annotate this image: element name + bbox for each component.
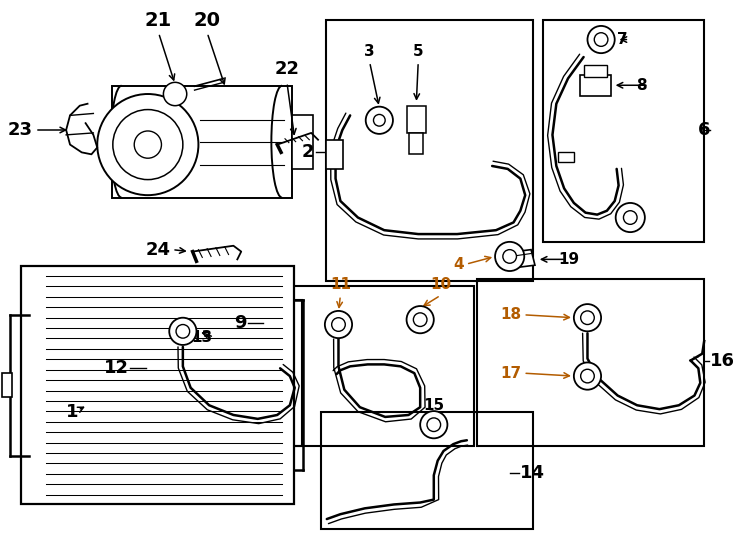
Circle shape xyxy=(574,362,601,390)
Circle shape xyxy=(366,107,393,134)
Text: 19: 19 xyxy=(559,252,580,267)
Text: 16: 16 xyxy=(710,352,734,369)
Text: 10: 10 xyxy=(430,278,451,293)
Bar xyxy=(144,300,302,446)
Circle shape xyxy=(170,318,197,345)
Bar xyxy=(542,20,704,242)
Text: 15: 15 xyxy=(424,398,444,413)
Circle shape xyxy=(595,33,608,46)
Circle shape xyxy=(98,94,198,195)
Bar xyxy=(476,279,704,446)
Bar xyxy=(326,140,344,169)
Text: 6: 6 xyxy=(697,121,710,139)
Bar xyxy=(112,86,292,198)
Text: 8: 8 xyxy=(636,78,647,93)
Circle shape xyxy=(581,369,595,383)
Circle shape xyxy=(623,211,637,224)
Text: 12: 12 xyxy=(104,359,129,377)
Text: 20: 20 xyxy=(194,11,221,30)
Bar xyxy=(407,106,426,133)
Text: 13: 13 xyxy=(191,329,212,345)
Circle shape xyxy=(407,306,434,333)
Bar xyxy=(580,75,611,96)
Bar xyxy=(559,152,574,162)
Circle shape xyxy=(427,418,440,431)
Text: 7: 7 xyxy=(619,213,631,228)
Bar xyxy=(410,133,423,154)
Circle shape xyxy=(495,242,524,271)
Circle shape xyxy=(134,131,161,158)
Bar xyxy=(326,20,533,281)
Text: 3: 3 xyxy=(364,44,375,59)
Text: 18: 18 xyxy=(500,307,521,322)
Circle shape xyxy=(587,26,614,53)
Circle shape xyxy=(413,313,427,327)
Text: 2: 2 xyxy=(302,143,314,161)
Bar xyxy=(261,286,473,446)
Bar xyxy=(292,116,313,169)
Circle shape xyxy=(420,411,448,438)
Circle shape xyxy=(176,325,189,338)
Bar xyxy=(584,65,607,77)
Bar xyxy=(321,412,533,529)
Circle shape xyxy=(374,114,385,126)
Circle shape xyxy=(113,110,183,180)
Text: 1: 1 xyxy=(66,403,79,421)
Bar xyxy=(2,373,12,396)
Circle shape xyxy=(574,304,601,332)
Circle shape xyxy=(164,82,186,106)
Circle shape xyxy=(581,311,595,325)
Text: 24: 24 xyxy=(145,241,170,259)
Circle shape xyxy=(325,311,352,338)
Polygon shape xyxy=(500,249,535,269)
Bar xyxy=(21,266,294,504)
Circle shape xyxy=(616,203,645,232)
Text: 23: 23 xyxy=(8,121,33,139)
Text: 9: 9 xyxy=(235,314,247,332)
Text: 7: 7 xyxy=(617,32,628,47)
Text: 21: 21 xyxy=(145,11,172,30)
Text: 22: 22 xyxy=(275,60,299,78)
Text: 14: 14 xyxy=(520,464,545,482)
Text: 5: 5 xyxy=(413,44,424,59)
Text: 4: 4 xyxy=(454,256,464,272)
Text: 11: 11 xyxy=(330,278,351,293)
Text: 17: 17 xyxy=(500,366,521,381)
Circle shape xyxy=(332,318,345,332)
Circle shape xyxy=(503,249,517,263)
